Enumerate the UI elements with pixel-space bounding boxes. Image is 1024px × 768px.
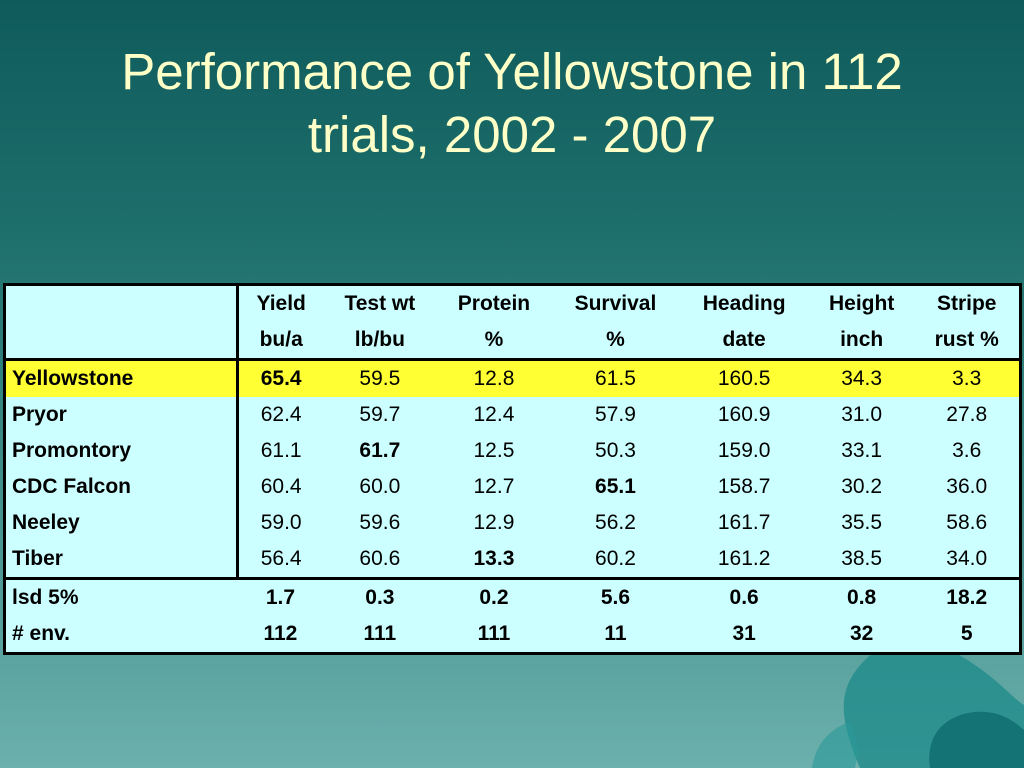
table-row: CDC Falcon 60.4 60.0 12.7 65.1 158.7 30.2 36.0 (4, 469, 1021, 505)
stat-cell: 31 (732, 622, 756, 645)
table-cell: 158.7 (717, 475, 771, 498)
table-cell: 57.9 (595, 403, 636, 426)
stat-cell: 5 (960, 622, 973, 645)
column-header: Survival (574, 292, 657, 315)
table-cell: 34.3 (808, 359, 915, 397)
variety-name: Neeley (4, 505, 239, 541)
stat-cell: 18.2 (946, 586, 988, 609)
table-cell: 161.7 (717, 511, 771, 534)
table-cell: 12.9 (473, 511, 515, 534)
table-cell: 60.2 (551, 541, 680, 580)
column-unit: inch (808, 322, 915, 361)
table-row: Promontory 61.1 61.7 12.5 50.3 159.0 33.1 3.6 (4, 433, 1021, 469)
slide-title: Performance of Yellowstone in 112 trials… (0, 40, 1024, 166)
table-cell: 34.0 (914, 541, 1021, 580)
variety-name: Promontory (4, 433, 239, 469)
column-header: Yield (256, 292, 306, 315)
unit-corner (4, 322, 239, 361)
stat-cell: 11 (604, 622, 627, 645)
table-cell: 35.5 (841, 511, 883, 534)
table-cell: 12.4 (473, 403, 515, 426)
variety-name: CDC Falcon (4, 469, 239, 505)
table-cell: 31.0 (841, 403, 883, 426)
column-unit: bu/a (237, 322, 324, 361)
table-cell: 13.3 (436, 541, 552, 580)
table-cell: 59.0 (260, 511, 302, 534)
table-cell: 60.0 (359, 475, 401, 498)
table-cell: 160.9 (717, 403, 771, 426)
table-cell: 58.6 (946, 511, 988, 534)
column-header: Height (828, 292, 895, 315)
column-header: Test wt (344, 292, 416, 315)
table-cell: 59.6 (359, 511, 401, 534)
table-cell: 160.5 (679, 359, 809, 397)
table-row: Pryor 62.4 59.7 12.4 57.9 160.9 31.0 27.8 (4, 397, 1021, 433)
stat-cell: 0.8 (847, 586, 877, 609)
column-unit: % (436, 322, 552, 361)
column-unit: % (551, 322, 680, 361)
slide-title-line-1: Performance of Yellowstone in 112 (121, 43, 903, 100)
table-cell: 65.1 (595, 475, 636, 498)
stat-cell: 0.2 (479, 586, 509, 609)
stat-cell: 111 (363, 622, 397, 645)
table-cell: 159.0 (717, 439, 771, 462)
stat-name: # env. (12, 622, 70, 645)
table-cell: 38.5 (808, 541, 915, 580)
performance-table: Yield Test wt Protein Survival Heading Height… (3, 283, 1022, 655)
table-cell: 12.8 (436, 359, 552, 397)
column-unit: rust % (914, 322, 1021, 361)
table-cell: 61.1 (260, 439, 302, 462)
column-unit: date (679, 322, 809, 361)
column-header: Heading (702, 292, 786, 315)
stat-row: # env. 112 111 111 11 31 32 5 (5, 616, 1021, 654)
column-header: Protein (457, 292, 531, 315)
header-row: Yield Test wt Protein Survival Heading Height… (4, 284, 1021, 322)
stat-row: lsd 5% 1.7 0.3 0.2 5.6 0.6 0.8 18.2 (5, 579, 1021, 617)
table-cell: 27.8 (946, 403, 988, 426)
stat-cell: 5.6 (600, 586, 631, 609)
table-cell: 12.5 (473, 439, 515, 462)
table-row: Neeley 59.0 59.6 12.9 56.2 161.7 35.5 58.6 (4, 505, 1021, 541)
table-cell: 59.5 (323, 359, 437, 397)
column-header: Stripe (936, 292, 997, 315)
table-cell: 60.4 (260, 475, 302, 498)
table-cell: 3.3 (914, 359, 1021, 397)
table-cell: 33.1 (841, 439, 883, 462)
slide-title-line-2: trials, 2002 - 2007 (307, 106, 717, 163)
stat-cell: 111 (477, 622, 511, 645)
table-cell: 61.5 (551, 359, 680, 397)
stat-name: lsd 5% (12, 586, 79, 609)
table-row: Yellowstone 65.4 59.5 12.8 61.5 160.5 34.3 3.3 (4, 359, 1021, 397)
stat-cell: 1.7 (265, 586, 296, 609)
stat-cell: 0.3 (365, 586, 395, 609)
variety-name: Pryor (4, 397, 239, 433)
table-row: Tiber 56.4 60.6 13.3 60.2 161.2 38.5 34.0 (4, 541, 1021, 580)
table-cell: 3.6 (952, 439, 982, 462)
column-unit: lb/bu (323, 322, 437, 361)
table-cell: 60.6 (323, 541, 437, 580)
table-cell: 59.7 (359, 403, 401, 426)
table-cell: 61.7 (359, 439, 401, 462)
stat-cell: 0.6 (729, 586, 759, 609)
header-corner (4, 284, 239, 322)
stat-cell: 32 (849, 622, 874, 645)
table-cell: 62.4 (260, 403, 302, 426)
table-cell: 56.2 (595, 511, 636, 534)
stat-cell: 112 (263, 622, 298, 645)
table-cell: 65.4 (237, 359, 324, 397)
table-cell: 161.2 (679, 541, 809, 580)
unit-row: bu/a lb/bu%% date inch rust % (4, 322, 1021, 361)
table-cell: 30.2 (841, 475, 883, 498)
table-cell: 36.0 (946, 475, 988, 498)
variety-name: Tiber (4, 541, 239, 580)
table-cell: 50.3 (595, 439, 636, 462)
table-cell: 12.7 (473, 475, 515, 498)
table-cell: 56.4 (237, 541, 324, 580)
variety-name: Yellowstone (4, 359, 239, 397)
